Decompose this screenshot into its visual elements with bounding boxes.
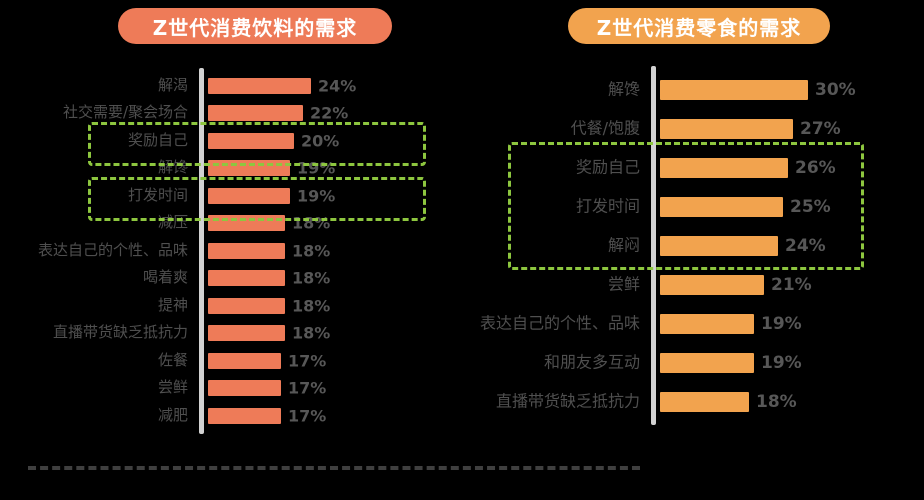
category-label: 打发时间 <box>127 185 188 204</box>
bar <box>660 196 783 217</box>
category-label: 喝着爽 <box>142 268 188 287</box>
bar-row: 尝鲜 21% <box>460 265 910 304</box>
category-label: 打发时间 <box>575 196 640 216</box>
bar <box>208 325 285 342</box>
beverage-chart-title: Z世代消费饮料的需求 <box>118 8 392 44</box>
bar <box>660 313 754 334</box>
category-label: 提神 <box>157 295 188 314</box>
bar-row: 解闷 24% <box>460 226 910 265</box>
bar-row: 提神 18% <box>16 292 446 320</box>
bar <box>660 157 788 178</box>
bar <box>660 391 749 412</box>
category-label: 代餐/饱腹 <box>570 118 640 138</box>
category-label: 解闷 <box>607 235 640 255</box>
value-label: 19% <box>297 186 336 206</box>
bar <box>208 380 281 397</box>
category-label: 直播带货缺乏抵抗力 <box>52 323 188 342</box>
category-label: 奖励自己 <box>127 130 188 149</box>
value-label: 18% <box>292 296 331 316</box>
bar-row: 解渴 24% <box>16 72 446 100</box>
bar <box>208 297 285 314</box>
category-label: 表达自己的个性、品味 <box>37 240 188 259</box>
bar-row: 和朋友多互动 19% <box>460 343 910 382</box>
bar-row: 表达自己的个性、品味 19% <box>460 304 910 343</box>
bar <box>660 274 764 295</box>
value-label: 18% <box>292 268 331 288</box>
bar-row: 佐餐 17% <box>16 347 446 375</box>
value-label: 20% <box>301 131 340 151</box>
category-label: 尝鲜 <box>607 274 640 294</box>
bar <box>660 79 808 100</box>
bar <box>208 242 285 259</box>
value-label: 24% <box>785 235 826 256</box>
axis-line <box>651 66 656 425</box>
bar-row: 直播带货缺乏抵抗力 18% <box>16 320 446 348</box>
bar-row: 喝着爽 18% <box>16 265 446 293</box>
snack-bar-chart: 解馋 30% 代餐/饱腹 27% 奖励自己 26% 打发时间 25% 解闷 24% 尝鲜 21% 表达自… <box>460 66 910 425</box>
bar-row: 表达自己的个性、品味 18% <box>16 237 446 265</box>
category-label: 和朋友多互动 <box>543 352 640 372</box>
highlight-box <box>88 177 426 221</box>
bar <box>208 407 281 424</box>
highlight-box <box>508 142 864 270</box>
value-label: 21% <box>771 274 812 295</box>
bar-row: 社交需要/聚会场合 22% <box>16 100 446 128</box>
value-label: 24% <box>318 76 357 96</box>
category-label: 直播带货缺乏抵抗力 <box>495 391 640 411</box>
bar <box>660 118 793 139</box>
snack-chart-title: Z世代消费零食的需求 <box>568 8 830 44</box>
category-label: 减肥 <box>157 405 188 424</box>
bar-row: 解馋 30% <box>460 70 910 109</box>
value-label: 25% <box>790 196 831 217</box>
category-label: 解馋 <box>607 79 640 99</box>
value-label: 19% <box>761 313 802 334</box>
category-label: 佐餐 <box>157 350 188 369</box>
beverage-bar-chart: 解渴 24% 社交需要/聚会场合 22% 奖励自己 20% 解馋 19% 打发时间 19% 减压 18… <box>16 68 446 434</box>
bar-row: 直播带货缺乏抵抗力 18% <box>460 382 910 421</box>
bar-row: 奖励自己 26% <box>460 148 910 187</box>
value-label: 19% <box>761 352 802 373</box>
value-label: 18% <box>292 323 331 343</box>
bar <box>660 352 754 373</box>
value-label: 22% <box>310 103 349 123</box>
value-label: 26% <box>795 157 836 178</box>
category-label: 解渴 <box>157 75 188 94</box>
value-label: 18% <box>292 241 331 261</box>
bar <box>208 352 281 369</box>
bar-row: 尝鲜 17% <box>16 375 446 403</box>
bar <box>208 187 290 204</box>
bar <box>208 105 303 122</box>
category-label: 尝鲜 <box>157 378 188 397</box>
category-label: 表达自己的个性、品味 <box>479 313 640 333</box>
value-label: 17% <box>288 406 327 426</box>
value-label: 18% <box>756 391 797 412</box>
bar-row: 打发时间 19% <box>16 182 446 210</box>
category-label: 奖励自己 <box>575 157 640 177</box>
value-label: 17% <box>288 351 327 371</box>
bar <box>208 132 294 149</box>
value-label: 30% <box>815 79 856 100</box>
highlight-box <box>88 122 426 166</box>
source-dashed-line <box>28 466 640 470</box>
value-label: 17% <box>288 378 327 398</box>
category-label: 社交需要/聚会场合 <box>62 103 188 122</box>
bar-row: 代餐/饱腹 27% <box>460 109 910 148</box>
bar-row: 打发时间 25% <box>460 187 910 226</box>
bar <box>660 235 778 256</box>
axis-line <box>199 68 204 434</box>
bar-row: 减肥 17% <box>16 402 446 430</box>
bar <box>208 77 311 94</box>
bar <box>208 270 285 287</box>
value-label: 27% <box>800 118 841 139</box>
bar-row: 奖励自己 20% <box>16 127 446 155</box>
